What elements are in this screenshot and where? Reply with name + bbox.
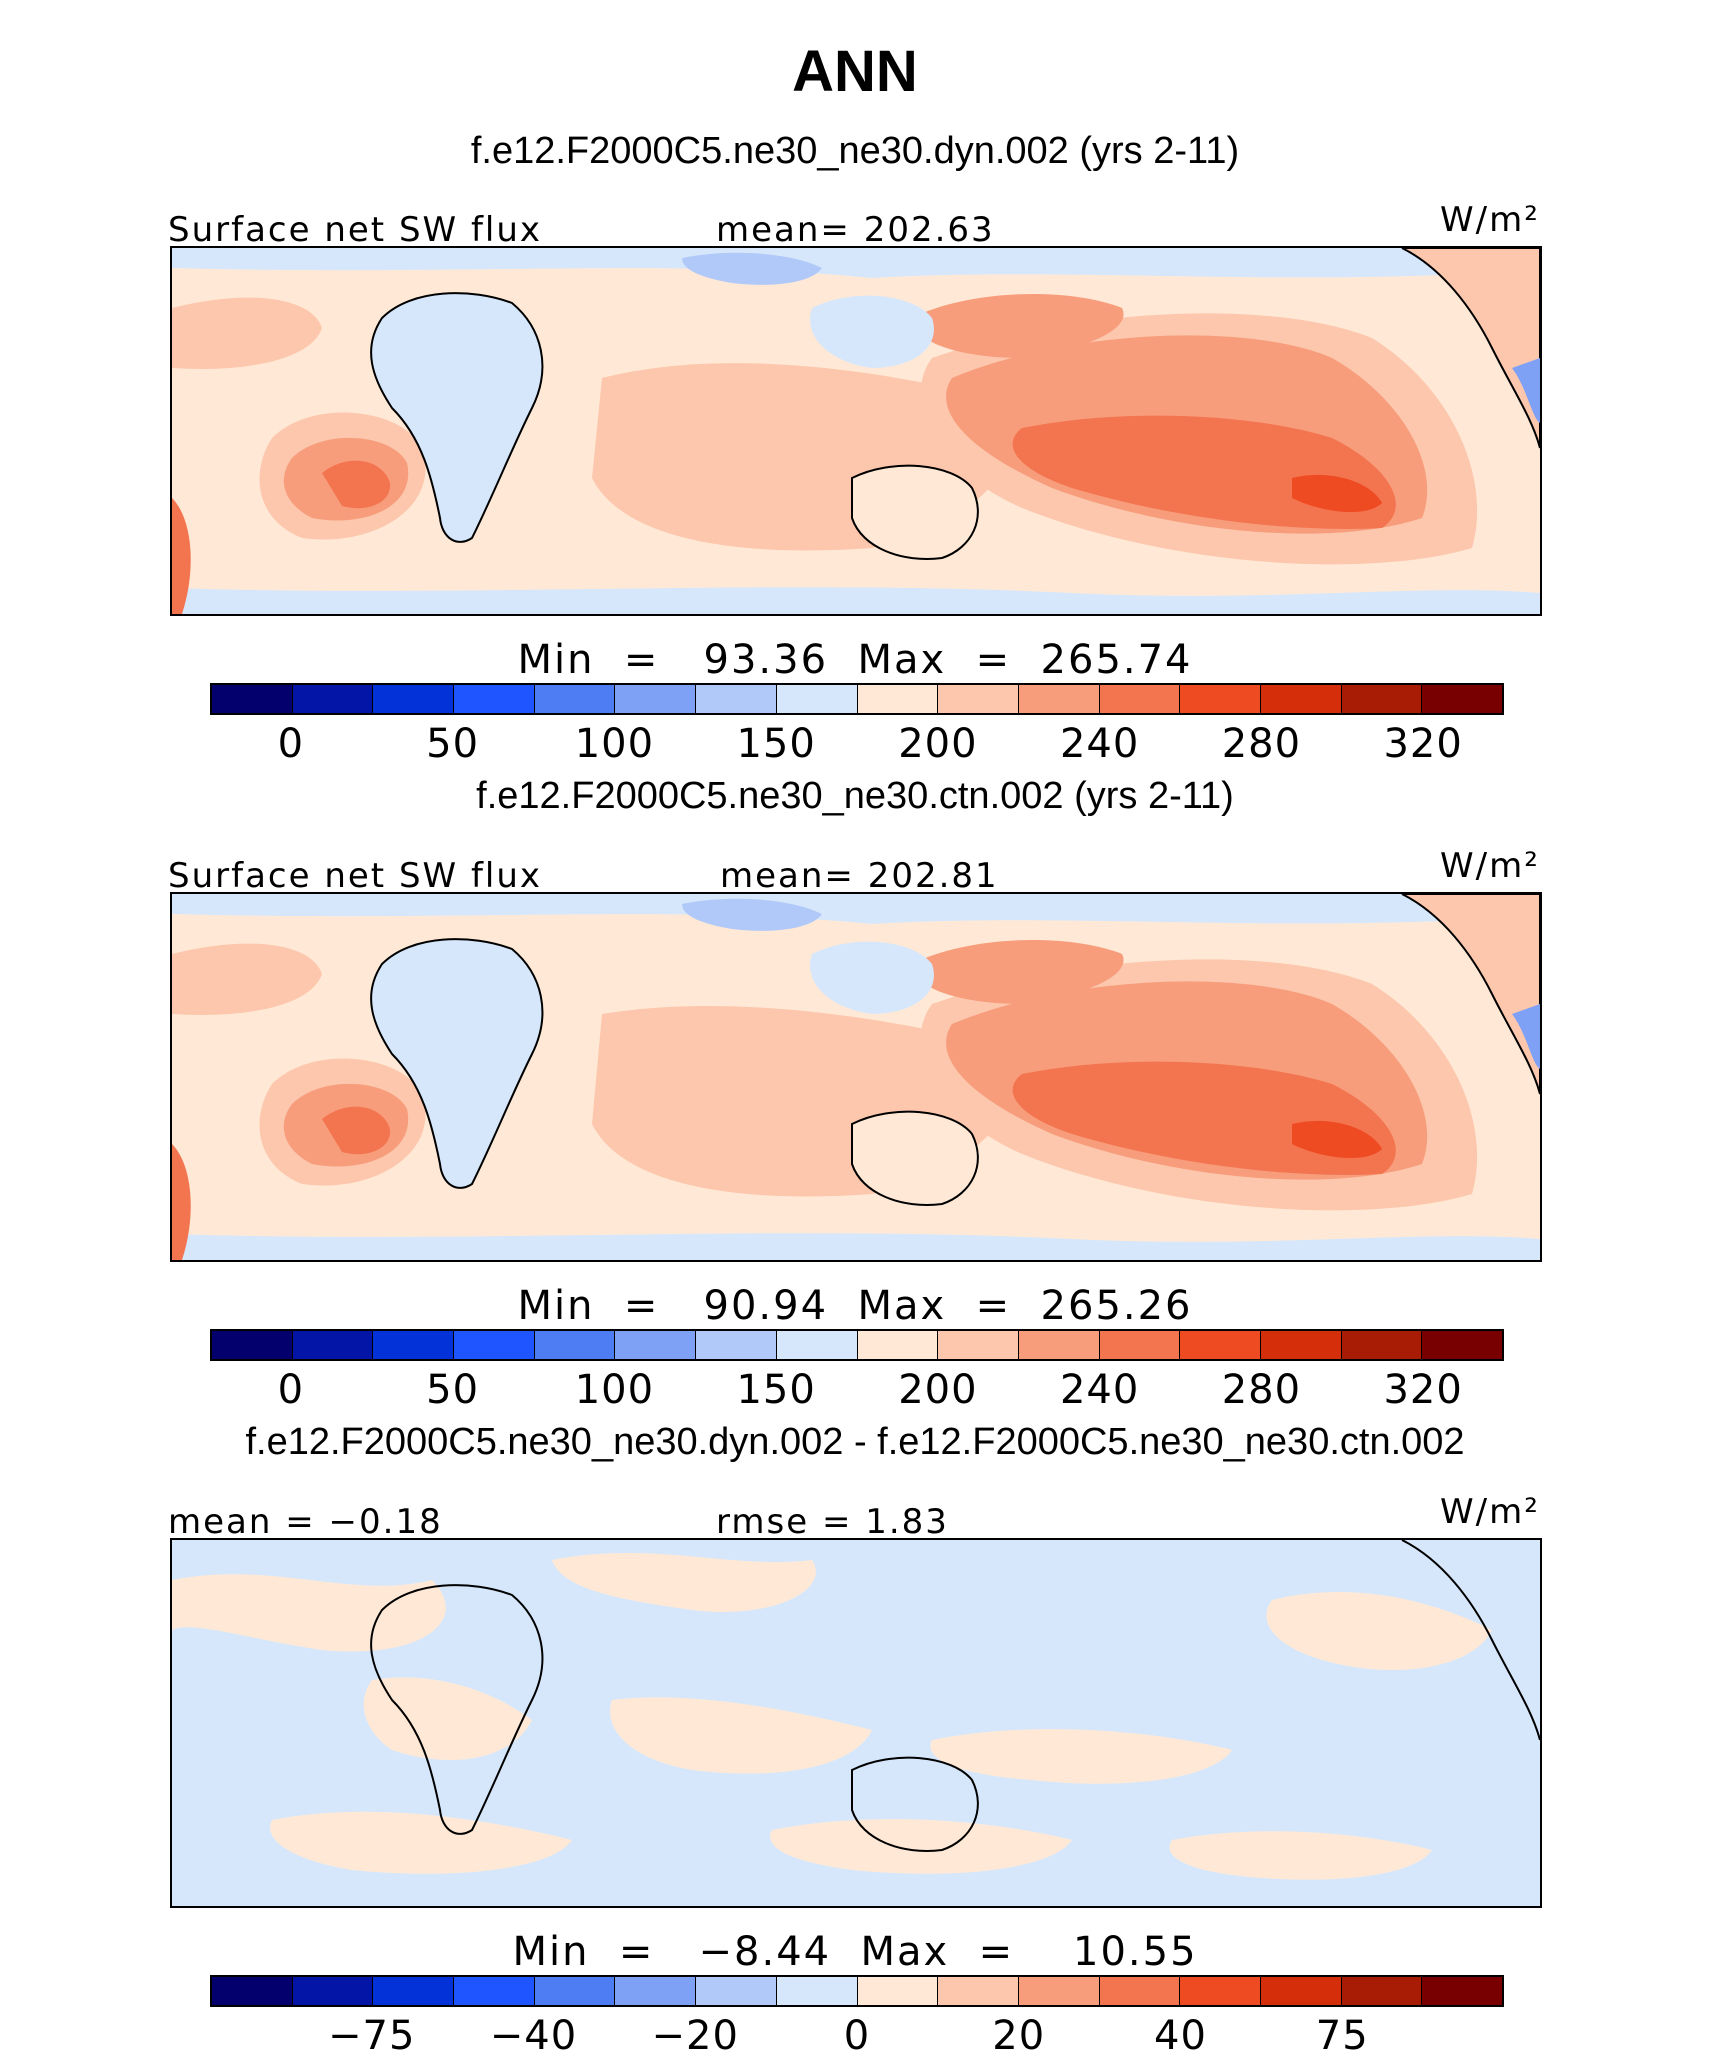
- colorbar-swatch: [1180, 685, 1261, 713]
- main-title: ANN: [792, 39, 918, 104]
- colorbar-swatch: [1260, 1977, 1342, 2005]
- colorbar-swatch: [1099, 1977, 1181, 2005]
- colorbar-swatch: [1341, 1977, 1423, 2005]
- panel-2-left-label: Surface net SW flux: [168, 856, 543, 896]
- panel-3-colorbar: [210, 1975, 1504, 2007]
- colorbar-swatch: [776, 1977, 858, 2005]
- colorbar-tick-label: 150: [736, 1367, 816, 1413]
- colorbar-swatch: [534, 1977, 616, 2005]
- colorbar-swatch: [1422, 1331, 1502, 1359]
- colorbar-tick-label: 200: [898, 1367, 978, 1413]
- colorbar-tick-label: 280: [1221, 721, 1302, 767]
- colorbar-swatch: [776, 1331, 858, 1359]
- panel-2-units: W/m²: [1440, 846, 1540, 886]
- panel-1-case-title: f.e12.F2000C5.ne30_ne30.dyn.002 (yrs 2-1…: [470, 130, 1240, 172]
- colorbar-swatch: [292, 685, 374, 713]
- panel-2-map: [170, 892, 1542, 1262]
- colorbar-swatch: [212, 1977, 293, 2005]
- colorbar-swatch: [373, 1331, 455, 1359]
- colorbar-swatch: [1099, 685, 1181, 713]
- panel-2-colorbar: [210, 1329, 1504, 1361]
- colorbar-swatch: [1260, 1331, 1342, 1359]
- colorbar-swatch: [696, 1331, 777, 1359]
- colorbar-swatch: [212, 1331, 293, 1359]
- panel-3-center-label: rmse = 1.83: [716, 1502, 949, 1542]
- colorbar-swatch: [534, 685, 616, 713]
- colorbar-tick-label: 100: [574, 721, 655, 767]
- colorbar-swatch: [696, 685, 777, 713]
- colorbar-tick-label: 0: [277, 1367, 305, 1413]
- colorbar-swatch: [1422, 1977, 1502, 2005]
- colorbar-tick-label: 100: [574, 1367, 655, 1413]
- colorbar-tick-label: 240: [1059, 1367, 1140, 1413]
- colorbar-swatch: [1180, 1331, 1261, 1359]
- colorbar-swatch: [1180, 1977, 1261, 2005]
- colorbar-tick-label: 320: [1383, 1367, 1463, 1413]
- colorbar-swatch: [938, 1331, 1019, 1359]
- colorbar-swatch: [1260, 685, 1342, 713]
- panel-1-colorbar: [210, 683, 1504, 715]
- panel-2-colorbar-ticks: 0 50 100 150 200 240 280 320: [210, 1370, 1504, 1414]
- colorbar-swatch: [373, 685, 455, 713]
- panel-1-colorbar-stats: Min = 93.36 Max = 265.74: [517, 637, 1193, 683]
- colorbar-swatch: [615, 1331, 697, 1359]
- colorbar-tick-label: −40: [489, 2013, 578, 2059]
- colorbar-swatch: [1018, 1977, 1100, 2005]
- colorbar-tick-label: −75: [328, 2013, 416, 2059]
- colorbar-swatch: [373, 1977, 455, 2005]
- colorbar-tick-label: 75: [1315, 2013, 1369, 2059]
- colorbar-swatch: [938, 685, 1019, 713]
- panel-1-colorbar-ticks: 0 50 100 150 200 240 280 320: [210, 724, 1504, 768]
- panel-1-center-label: mean= 202.63: [716, 210, 995, 250]
- panel-3-case-title: f.e12.F2000C5.ne30_ne30.dyn.002 - f.e12.…: [245, 1421, 1465, 1463]
- panel-1-left-label: Surface net SW flux: [168, 210, 543, 250]
- colorbar-tick-label: 40: [1154, 2013, 1207, 2059]
- colorbar-swatch: [938, 1977, 1019, 2005]
- colorbar-swatch: [292, 1331, 374, 1359]
- panel-2-colorbar-stats: Min = 90.94 Max = 265.26: [517, 1283, 1193, 1329]
- colorbar-swatch: [857, 1977, 939, 2005]
- colorbar-tick-label: 50: [426, 721, 480, 767]
- panel-2-case-title: f.e12.F2000C5.ne30_ne30.ctn.002 (yrs 2-1…: [476, 775, 1234, 817]
- colorbar-swatch: [454, 1977, 535, 2005]
- panel-3-units: W/m²: [1440, 1492, 1540, 1532]
- panel-1-map: [170, 246, 1542, 616]
- panel-3-colorbar-stats: Min = −8.44 Max = 10.55: [512, 1929, 1198, 1975]
- colorbar-tick-label: −20: [651, 2013, 739, 2059]
- colorbar-tick-label: 240: [1059, 721, 1140, 767]
- colorbar-swatch: [857, 1331, 939, 1359]
- colorbar-swatch: [1018, 685, 1100, 713]
- colorbar-tick-label: 20: [992, 2013, 1046, 2059]
- panel-2-center-label: mean= 202.81: [720, 856, 999, 896]
- colorbar-tick-label: 150: [736, 721, 816, 767]
- colorbar-tick-label: 200: [898, 721, 978, 767]
- colorbar-tick-label: 0: [843, 2013, 871, 2059]
- panel-3-colorbar-ticks: −75 −40 −20 0 20 40 75: [210, 2016, 1504, 2060]
- panel-3-left-label: mean = −0.18: [168, 1502, 443, 1542]
- colorbar-swatch: [1018, 1331, 1100, 1359]
- panel-3-map: [170, 1538, 1542, 1908]
- colorbar-swatch: [454, 1331, 535, 1359]
- colorbar-swatch: [1341, 1331, 1423, 1359]
- colorbar-swatch: [454, 685, 535, 713]
- colorbar-swatch: [696, 1977, 777, 2005]
- colorbar-swatch: [857, 685, 939, 713]
- colorbar-tick-label: 320: [1383, 721, 1463, 767]
- colorbar-swatch: [615, 1977, 697, 2005]
- colorbar-swatch: [1422, 685, 1502, 713]
- colorbar-swatch: [776, 685, 858, 713]
- colorbar-tick-label: 280: [1221, 1367, 1302, 1413]
- colorbar-swatch: [1341, 685, 1423, 713]
- panel-1-units: W/m²: [1440, 200, 1540, 240]
- colorbar-swatch: [292, 1977, 374, 2005]
- colorbar-swatch: [212, 685, 293, 713]
- colorbar-swatch: [615, 685, 697, 713]
- colorbar-swatch: [534, 1331, 616, 1359]
- colorbar-tick-label: 0: [277, 721, 305, 767]
- colorbar-tick-label: 50: [426, 1367, 480, 1413]
- colorbar-swatch: [1099, 1331, 1181, 1359]
